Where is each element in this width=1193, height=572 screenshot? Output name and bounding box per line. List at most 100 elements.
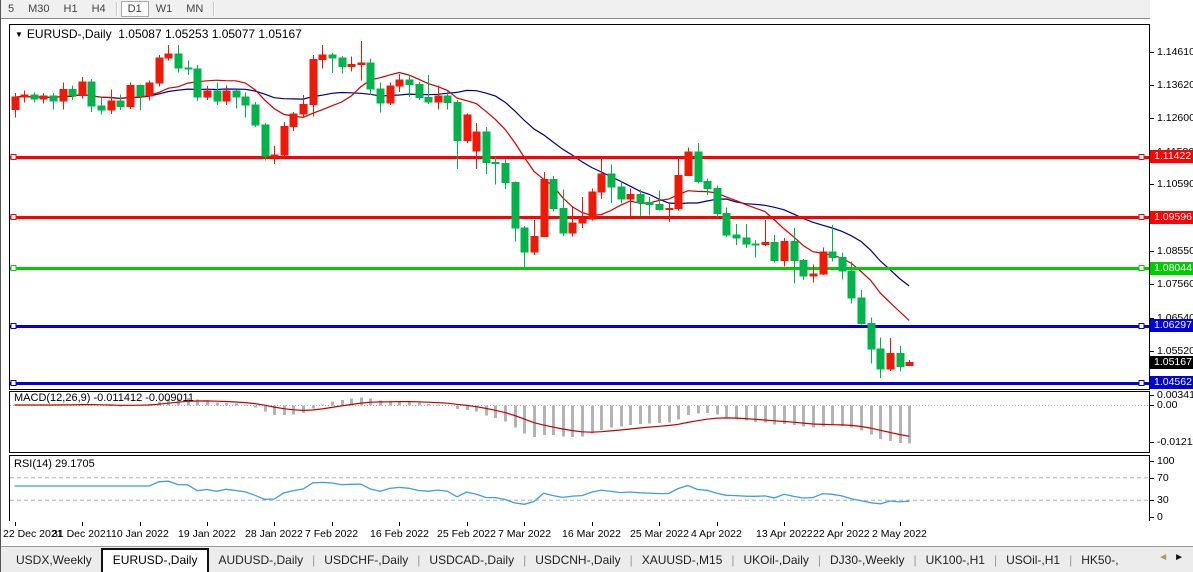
price-tick-label: 1.10590 (1157, 178, 1193, 190)
tab-scroll-left-icon[interactable]: ◄ (1158, 552, 1175, 563)
tab-usdcnh-daily[interactable]: USDCNH-,Daily (535, 553, 621, 567)
date-tickmark (659, 522, 660, 526)
date-label: 31 Dec 2021 (52, 528, 112, 540)
date-label: 13 Apr 2022 (756, 528, 813, 540)
price-tick-label: 1.14610 (1157, 46, 1193, 58)
tab-xauusd-m15[interactable]: XAUUSD-,M15 (641, 553, 723, 567)
tab-separator: | (913, 553, 917, 567)
price-axis: 1.146101.136201.126001.115801.105901.095… (1150, 0, 1193, 572)
timeframe-button-5[interactable]: 5 (8, 3, 15, 15)
date-tickmark (592, 522, 593, 526)
tab-separator: | (731, 553, 735, 567)
date-label: 25 Feb 2022 (437, 528, 496, 540)
tab-audusd-daily[interactable]: AUDUSD-,Daily (218, 553, 304, 567)
horizontal-line-1.08044[interactable] (10, 265, 1149, 271)
tab-usoil-h1[interactable]: USOil-,H1 (1006, 553, 1061, 567)
date-tickmark (140, 522, 141, 526)
chart-ohlc-values: 1.05087 1.05253 1.05077 1.05167 (118, 27, 302, 41)
date-tickmark (274, 522, 275, 526)
date-label: 10 Jan 2022 (111, 528, 169, 540)
macd-tick-label: 0.00 (1157, 399, 1178, 411)
tab-uk100-h1[interactable]: UK100-,H1 (925, 553, 985, 567)
timeframe-toolbar: 5 M30 H1 H4 D1 W1 MN (1, 0, 1193, 19)
moving-average-slow (14, 88, 910, 287)
price-tick-tickmark (1150, 85, 1154, 86)
line-price-badge: 1.08044 (1150, 262, 1193, 275)
rsi-line (14, 480, 910, 505)
horizontal-line-1.09596[interactable] (10, 214, 1149, 220)
tab-separator: | (993, 553, 998, 567)
date-label: 16 Feb 2022 (370, 528, 429, 540)
line-price-badge: 1.11422 (1150, 150, 1193, 163)
horizontal-line-1.11422[interactable] (10, 154, 1149, 160)
timeframe-button-H4[interactable]: H4 (91, 3, 106, 15)
price-tick-label: 1.12600 (1157, 112, 1193, 124)
tab-separator: | (817, 553, 821, 567)
rsi-tick-tickmark (1150, 478, 1154, 479)
macd-tick-tickmark (1150, 405, 1154, 406)
line-price-badge: 1.09596 (1150, 211, 1193, 224)
price-chart-panel (9, 24, 1150, 390)
tab-separator: | (1069, 553, 1073, 567)
current-price-badge: 1.05167 (1150, 356, 1193, 369)
tab-separator: | (312, 553, 316, 567)
date-tickmark (842, 522, 843, 526)
date-tickmark (332, 522, 333, 526)
tab-ukoil-daily[interactable]: UKOil-,Daily (743, 553, 809, 567)
rsi-panel (9, 455, 1150, 522)
tab-usdcad-daily[interactable]: USDCAD-,Daily (429, 553, 515, 567)
rsi-tick-tickmark (1150, 517, 1154, 518)
toolbar-separator (115, 2, 118, 16)
timeframe-button-W1[interactable]: W1 (155, 3, 173, 15)
date-tickmark (467, 522, 468, 526)
chart-tab-bar: USDX,Weekly EURUSD-,Daily AUDUSD-,Daily | US… (1, 546, 1193, 572)
rsi-tick-label: 100 (1157, 455, 1175, 467)
rsi-tick-label: 30 (1157, 494, 1169, 506)
price-tick-label: 1.05520 (1157, 345, 1193, 357)
symbol-dropdown-icon[interactable]: ▼ (15, 30, 23, 39)
rsi-tick-label: 70 (1157, 472, 1169, 484)
toolbar-separator (213, 2, 216, 16)
tab-eurusd-daily[interactable]: EURUSD-,Daily (100, 548, 210, 572)
tab-hk50[interactable]: HK50-, (1081, 553, 1119, 567)
date-label: 2 May 2022 (872, 528, 927, 540)
timeframe-button-H1[interactable]: H1 (63, 3, 78, 15)
horizontal-line-1.06297[interactable] (10, 323, 1149, 329)
tab-separator: | (523, 553, 527, 567)
date-label: 22 Apr 2022 (813, 528, 870, 540)
tab-separator: | (417, 553, 421, 567)
price-tick-tickmark (1150, 251, 1154, 252)
tab-scroll-right-icon[interactable]: ► (1174, 552, 1190, 563)
horizontal-line-1.04562[interactable] (10, 380, 1149, 386)
tab-separator: | (629, 553, 633, 567)
date-tickmark (524, 522, 525, 526)
tab-usdchf-daily[interactable]: USDCHF-,Daily (324, 553, 409, 567)
date-label: 28 Jan 2022 (245, 528, 303, 540)
macd-panel (9, 391, 1150, 453)
rsi-tick-tickmark (1150, 461, 1154, 462)
date-tickmark (900, 522, 901, 526)
timeframe-button-D1[interactable]: D1 (120, 1, 149, 17)
macd-tick-label: -0.012118 (1157, 436, 1193, 448)
date-label: 7 Mar 2022 (498, 528, 552, 540)
chart-header: ▼ EURUSD-,Daily 1.05087 1.05253 1.05077 1… (15, 27, 302, 41)
tab-dj30-weekly[interactable]: DJ30-,Weekly (829, 553, 905, 567)
date-tickmark (82, 522, 83, 526)
tab-usdx-weekly[interactable]: USDX,Weekly (16, 553, 92, 567)
candlestick-series (11, 40, 914, 378)
date-label: 25 Mar 2022 (630, 528, 689, 540)
price-tick-tickmark (1150, 351, 1154, 352)
price-tick-label: 1.07560 (1157, 278, 1193, 290)
macd-tick-tickmark (1150, 395, 1154, 396)
date-tickmark (717, 522, 718, 526)
date-tickmark (15, 522, 16, 526)
price-tick-label: 1.08550 (1157, 245, 1193, 257)
macd-signal-line (14, 400, 910, 437)
timeframe-button-M30[interactable]: M30 (28, 3, 50, 15)
price-tick-tickmark (1150, 184, 1154, 185)
timeframe-button-MN[interactable]: MN (186, 3, 204, 15)
price-tick-tickmark (1150, 284, 1154, 285)
price-tick-tickmark (1150, 118, 1154, 119)
date-label: 22 Dec 2021 (3, 528, 63, 540)
